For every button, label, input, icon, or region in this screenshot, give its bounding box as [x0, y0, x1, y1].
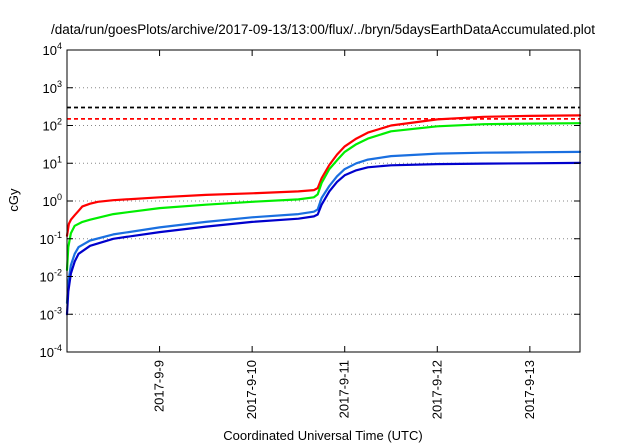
y-tick-label: 10-3: [40, 305, 62, 322]
x-tick-label: 2017-9-11: [337, 360, 352, 418]
y-tick-label: 101: [43, 154, 62, 171]
x-tick-label: 2017-9-10: [244, 360, 259, 419]
y-tick-label: 104: [43, 41, 62, 58]
y-axis-ticks: 10-4 10-3 10-2 10-1 100 101 102 103 104: [40, 41, 580, 360]
x-axis-label: Coordinated Universal Time (UTC): [223, 428, 422, 443]
y-tick-label: 10-2: [40, 268, 62, 285]
data-series: [65, 114, 582, 316]
x-tick-label: 2017-9-13: [522, 360, 537, 419]
y-tick-label: 10-1: [40, 230, 62, 247]
threshold-lines: [67, 106, 580, 120]
y-tick-label: 10-4: [40, 343, 62, 360]
series-line: [65, 114, 582, 237]
y-axis-label: cGy: [6, 188, 21, 212]
series-line: [65, 161, 582, 316]
y-tick-label: 103: [43, 79, 62, 96]
chart-title: /data/run/goesPlots/archive/2017-09-13/1…: [51, 22, 595, 37]
y-tick-label: 100: [43, 192, 62, 209]
x-axis-ticks: 2017-9-9 2017-9-10 2017-9-11 2017-9-12 2017-…: [152, 50, 537, 419]
x-tick-label: 2017-9-9: [152, 360, 167, 412]
series-line: [65, 122, 582, 271]
y-tick-label: 102: [43, 117, 62, 134]
x-tick-label: 2017-9-12: [429, 360, 444, 419]
series-line: [65, 150, 582, 304]
